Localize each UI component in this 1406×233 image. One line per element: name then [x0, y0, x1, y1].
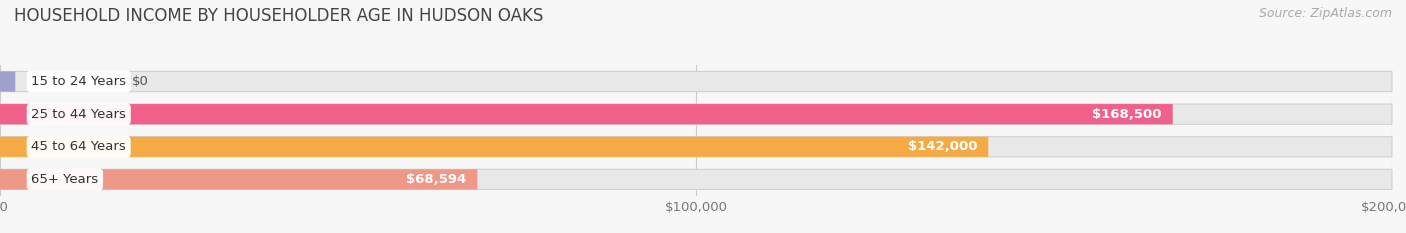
FancyBboxPatch shape — [0, 72, 1392, 92]
Text: $168,500: $168,500 — [1092, 108, 1161, 121]
Text: Source: ZipAtlas.com: Source: ZipAtlas.com — [1258, 7, 1392, 20]
FancyBboxPatch shape — [0, 104, 1392, 124]
Text: 65+ Years: 65+ Years — [31, 173, 98, 186]
FancyBboxPatch shape — [0, 137, 988, 157]
Text: 25 to 44 Years: 25 to 44 Years — [31, 108, 127, 121]
FancyBboxPatch shape — [0, 72, 15, 92]
FancyBboxPatch shape — [0, 169, 1392, 189]
Text: $0: $0 — [132, 75, 149, 88]
FancyBboxPatch shape — [0, 169, 478, 189]
Text: 15 to 24 Years: 15 to 24 Years — [31, 75, 127, 88]
Text: $68,594: $68,594 — [406, 173, 467, 186]
Text: $142,000: $142,000 — [908, 140, 977, 153]
Text: 45 to 64 Years: 45 to 64 Years — [31, 140, 127, 153]
Text: HOUSEHOLD INCOME BY HOUSEHOLDER AGE IN HUDSON OAKS: HOUSEHOLD INCOME BY HOUSEHOLDER AGE IN H… — [14, 7, 544, 25]
FancyBboxPatch shape — [0, 104, 1173, 124]
FancyBboxPatch shape — [0, 137, 1392, 157]
